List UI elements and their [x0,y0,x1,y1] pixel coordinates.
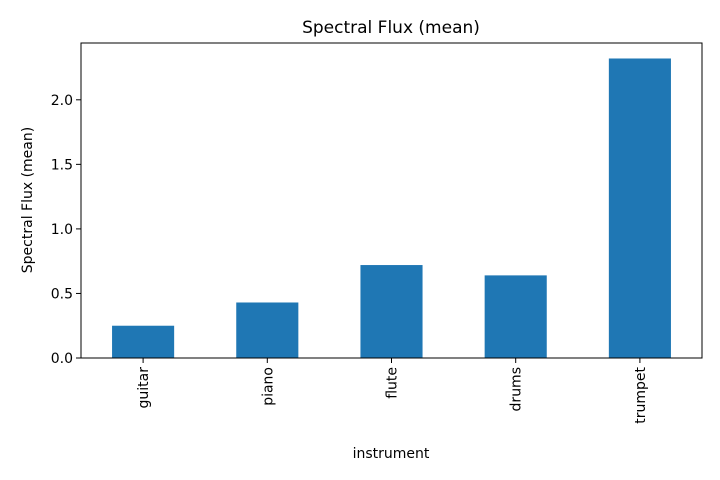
bar-trumpet [608,58,671,359]
x-tick-label-piano: piano [260,367,276,406]
bar-drums [484,275,547,358]
plot-area: 0.0 0.5 1.0 1.5 2.0 guitar piano flute drums trum… [51,42,703,424]
x-tick-label-guitar: guitar [136,367,152,409]
y-tick-label: 0.0 [51,351,73,367]
x-tick-label-drums: drums [509,367,525,411]
x-axis-label: instrument [353,446,430,462]
y-tick-label: 0.5 [51,286,73,302]
chart-title: Spectral Flux (mean) [302,18,480,38]
axes-frame [80,42,703,359]
y-tick-label: 1.0 [51,222,73,238]
y-axis-label: Spectral Flux (mean) [20,127,36,273]
y-tick-label: 1.5 [51,157,73,173]
bar-guitar [112,325,175,358]
bar-piano [236,302,299,358]
y-tick-label: 2.0 [51,93,73,109]
bar-flute [360,265,423,358]
x-tick-label-trumpet: trumpet [633,366,649,423]
x-tick-label-flute: flute [385,367,401,399]
